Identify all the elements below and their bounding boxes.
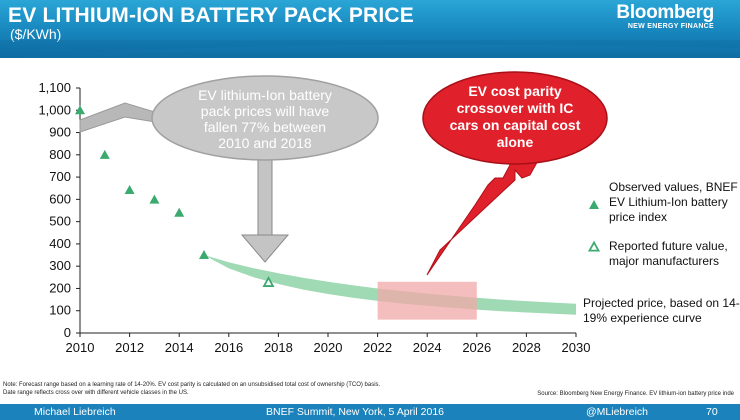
projection-band-layer	[204, 255, 576, 315]
source-note: Source: Bloomberg New Energy Finance. EV…	[537, 391, 734, 397]
red-callout-bubble	[422, 71, 608, 165]
y-tick-label: 300	[49, 258, 71, 273]
x-tick-label: 2020	[314, 340, 343, 355]
footer-handle: @MLiebreich	[586, 406, 649, 418]
x-tick-label: 2016	[214, 340, 243, 355]
observed-point	[149, 194, 160, 204]
legend-reported-label: Reported future value, major manufacture…	[609, 239, 728, 268]
x-tick-label: 2018	[264, 340, 293, 355]
y-tick-label: 700	[49, 169, 71, 184]
observed-point	[124, 185, 135, 195]
legend-observed-marker	[589, 200, 599, 209]
gray-callout-arrow-head	[240, 234, 290, 263]
header-swoosh	[0, 40, 740, 58]
red-callout-text: EV cost parity	[468, 83, 562, 99]
x-tick-label: 2012	[115, 340, 144, 355]
reported-point	[262, 276, 275, 287]
gray-callout-bubble	[151, 75, 379, 161]
y-tick-label: 600	[49, 191, 71, 206]
brand-logo: Bloomberg NEW ENERGY FINANCE	[616, 2, 714, 31]
gray-callout-text: pack prices will have	[201, 103, 330, 119]
x-tick-label: 2024	[413, 340, 442, 355]
parity-zone-layer	[377, 281, 477, 320]
y-tick-label: 500	[49, 214, 71, 229]
gray-callout-text: fallen 77% between	[204, 119, 326, 135]
gray-callout-text: EV lithium-Ion battery	[198, 87, 332, 103]
projection-band	[204, 255, 576, 315]
x-tick-label: 2028	[512, 340, 541, 355]
y-tick-label: 0	[64, 325, 71, 340]
observed-point	[99, 149, 110, 159]
brand-name: Bloomberg	[616, 2, 714, 23]
legend-projected-label: Projected price, based on 14-19% experie…	[583, 296, 740, 325]
battery-price-chart: 0 100 200 300 400 500 600 700 800 900 1,000 1,100 20…	[38, 71, 608, 355]
legend-observed-label: Observed values, BNEF EV Lithium-Ion bat…	[609, 180, 738, 224]
y-tick-label: 1,000	[38, 102, 71, 117]
y-tick-label: 100	[49, 303, 71, 318]
gray-callout-text: 2010 and 2018	[218, 135, 312, 151]
red-callout-text: crossover with IC	[457, 100, 574, 116]
red-callout-text: cars on capital cost	[450, 117, 581, 133]
observed-point	[174, 207, 185, 217]
footnote-line-1: Note: Forecast range based on a learning…	[3, 382, 381, 388]
x-tick-label: 2022	[363, 340, 392, 355]
brand-subtitle: NEW ENERGY FINANCE	[627, 23, 714, 30]
y-tick-label: 400	[49, 236, 71, 251]
y-tick-label: 1,100	[38, 80, 71, 95]
red-callout-text: alone	[497, 134, 534, 150]
footer-page-number: 70	[706, 406, 718, 418]
y-tick-label: 900	[49, 125, 71, 140]
footer-bar: Michael Liebreich BNEF Summit, New York,…	[0, 404, 740, 420]
footnote-line-2: Date range reflects cross over with diff…	[3, 390, 189, 396]
page-title: EV LITHIUM-ION BATTERY PACK PRICE	[8, 4, 414, 27]
footer-event: BNEF Summit, New York, 5 April 2016	[266, 406, 444, 418]
red-callout-lightning	[426, 147, 546, 276]
x-tick-label: 2014	[165, 340, 194, 355]
page-subtitle: ($/KWh)	[10, 26, 62, 42]
y-tick-label: 200	[49, 280, 71, 295]
observed-point	[75, 105, 85, 115]
x-tick-label: 2026	[462, 340, 491, 355]
x-tick-label: 2030	[562, 340, 591, 355]
marker-layer	[75, 105, 275, 287]
legend-reported-marker	[587, 240, 601, 252]
x-tick-label: 2010	[66, 340, 95, 355]
header-bar: EV LITHIUM-ION BATTERY PACK PRICE ($/KWh…	[0, 0, 740, 58]
observed-point	[199, 250, 209, 260]
parity-zone	[377, 281, 477, 320]
legend-layer	[587, 200, 601, 252]
gray-callout-arrow-shaft	[257, 149, 273, 236]
footer-author: Michael Liebreich	[34, 406, 116, 418]
y-tick-label: 800	[49, 147, 71, 162]
footnote: Note: Forecast range based on a learning…	[3, 381, 380, 397]
